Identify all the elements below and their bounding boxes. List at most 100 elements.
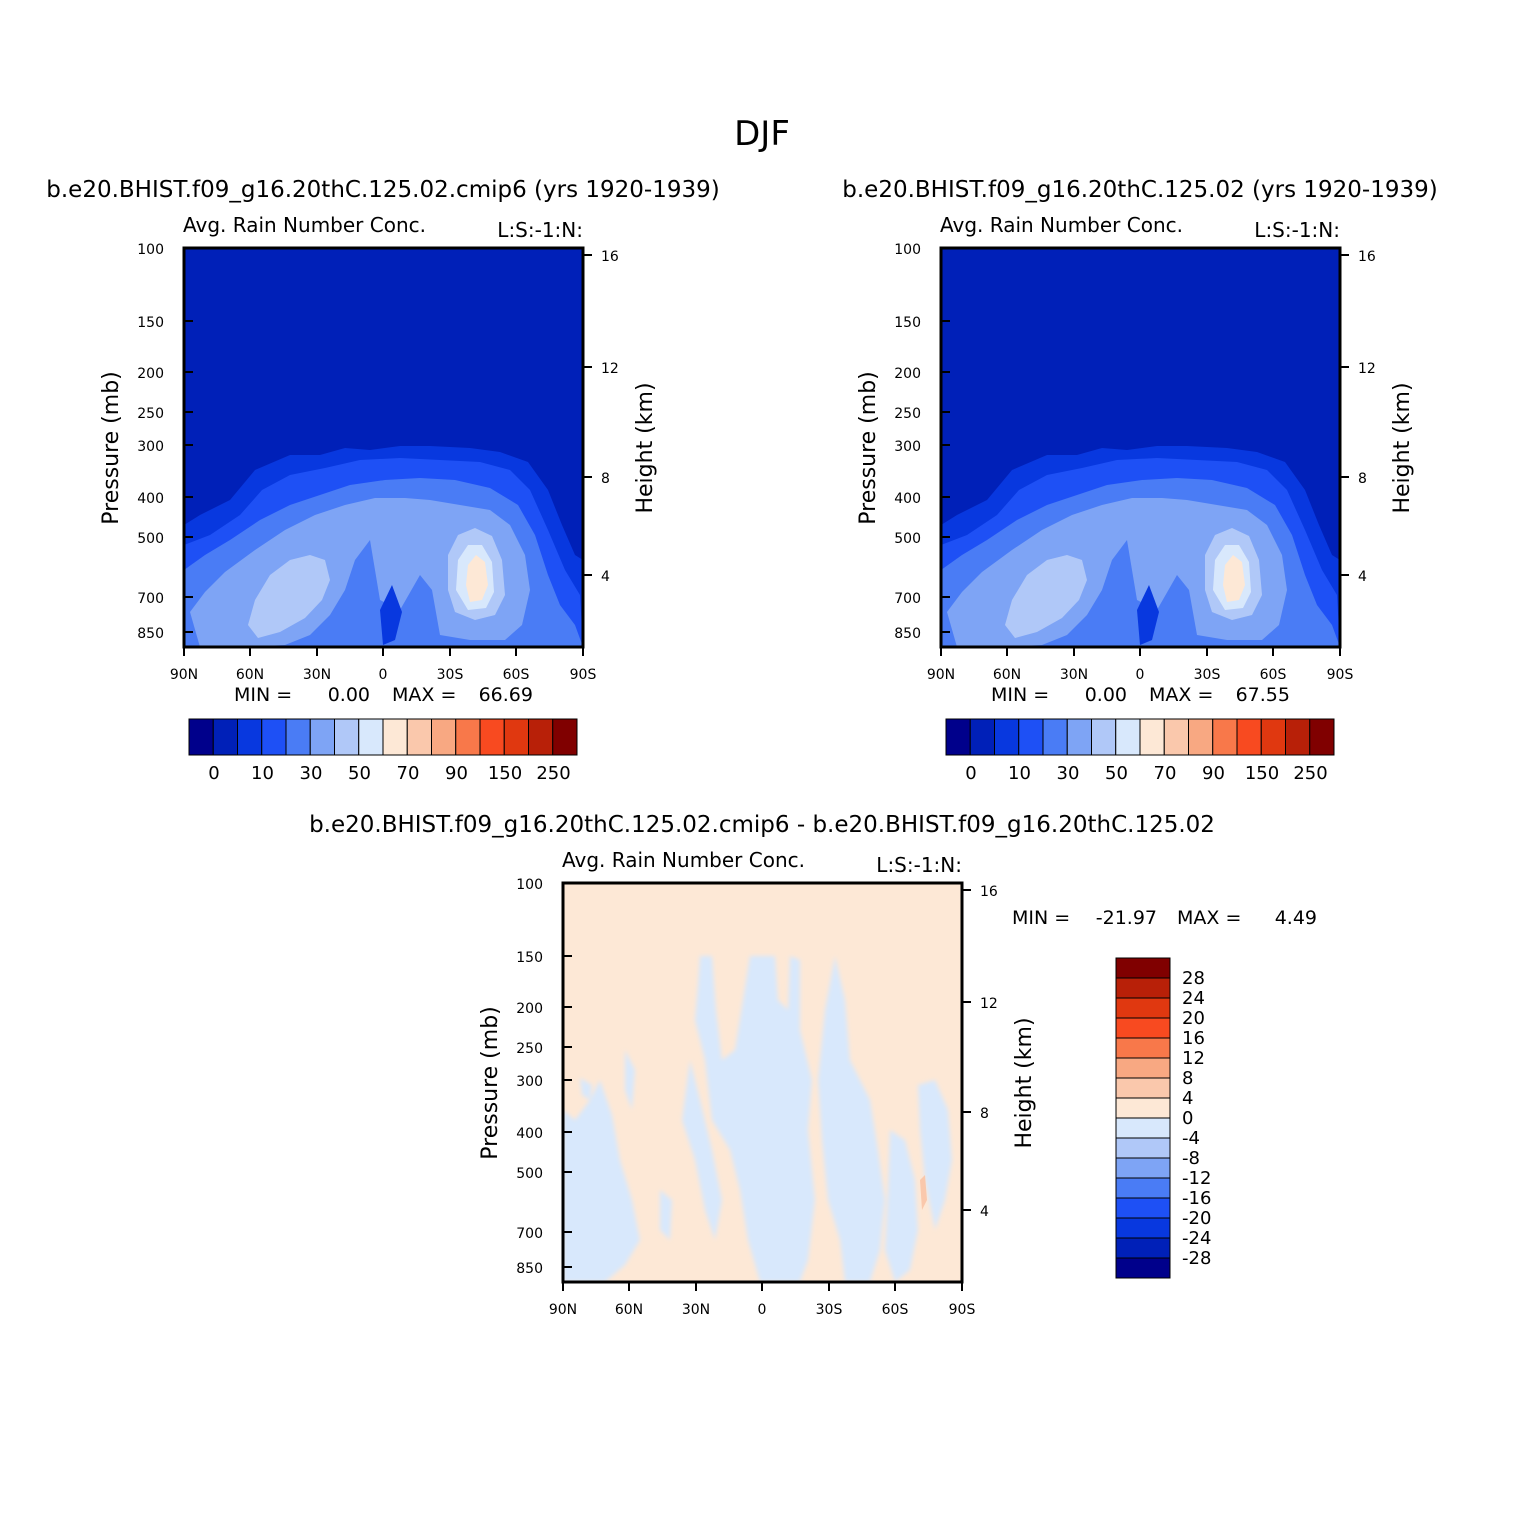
x-tick-label: 60S <box>503 667 530 683</box>
y-tick-label: 200 <box>137 366 164 382</box>
colorbar-label: 0 <box>965 763 976 784</box>
colorbar-box <box>1018 718 1044 756</box>
y-axis-title: Pressure (mb) <box>856 371 881 525</box>
colorbar-box <box>1115 1017 1171 1039</box>
y2-tick-label: 8 <box>1358 471 1367 487</box>
x-tick-label: 90S <box>949 1302 976 1318</box>
colorbar-box <box>969 718 995 756</box>
colorbar-box <box>503 718 529 756</box>
y-tick-label: 300 <box>516 1074 543 1090</box>
y2-tick-label: 12 <box>1358 361 1376 377</box>
contour-level-neg <box>580 1078 592 1100</box>
y2-tick-label: 16 <box>980 884 998 900</box>
colorbar-box <box>1115 718 1141 756</box>
page-title: DJF <box>734 114 790 154</box>
panel-1-contour-field <box>184 248 583 647</box>
y-tick-label: 100 <box>894 242 921 258</box>
contour-level-pos-2 <box>920 1175 927 1210</box>
x-tick-label: 30S <box>1194 667 1221 683</box>
y2-tick-label: 8 <box>601 471 610 487</box>
colorbar-label: 50 <box>1105 763 1128 784</box>
x-tick-label: 90N <box>927 667 955 683</box>
colorbar-box <box>945 718 971 756</box>
x-tick-label: 90N <box>549 1302 577 1318</box>
colorbar-box <box>1115 1037 1171 1059</box>
panel-diff-bottom-axis: 90N 60N 30N 0 30S 60S 90S <box>549 1282 976 1318</box>
panel-2-right-axis: 16 12 8 4 Height (km) <box>1340 249 1415 585</box>
colorbar-box <box>261 718 287 756</box>
y-tick-label: 700 <box>516 1226 543 1242</box>
panel-1-right-axis: 16 12 8 4 Height (km) <box>583 249 658 585</box>
colorbar-label: 150 <box>1245 763 1279 784</box>
max-value: 66.69 <box>479 684 533 706</box>
colorbar-box <box>382 718 408 756</box>
y-tick-label: 850 <box>516 1261 543 1277</box>
colorbar-box <box>1309 718 1335 756</box>
colorbar-label: 0 <box>1182 1108 1193 1129</box>
panel-diff-right-axis: 16 12 8 4 Height (km) <box>962 884 1037 1220</box>
colorbar-label: 250 <box>536 763 570 784</box>
colorbar-label: 90 <box>445 763 468 784</box>
colorbar-box <box>1115 1057 1171 1079</box>
colorbar-box <box>358 718 384 756</box>
colorbar-box <box>1115 1137 1171 1159</box>
contour-level-low <box>1137 585 1159 645</box>
colorbar-label: 70 <box>1154 763 1177 784</box>
panel-2-variable-title: Avg. Rain Number Conc. <box>940 213 1183 237</box>
y-tick-label: 100 <box>137 242 164 258</box>
colorbar-label: 16 <box>1182 1028 1205 1049</box>
colorbar-box <box>1115 977 1171 999</box>
colorbar-box <box>1115 1197 1171 1219</box>
colorbar-label: -8 <box>1182 1148 1200 1169</box>
panel-diff-variable-title: Avg. Rain Number Conc. <box>562 848 805 872</box>
y-tick-label: 400 <box>516 1126 543 1142</box>
panel-1-variable-title: Avg. Rain Number Conc. <box>183 213 426 237</box>
y-tick-label: 400 <box>137 491 164 507</box>
y-tick-label: 250 <box>894 406 921 422</box>
y2-axis-title: Height (km) <box>633 382 658 513</box>
panel-2-case-title: b.e20.BHIST.f09_g16.20thC.125.02 (yrs 19… <box>842 177 1437 203</box>
x-tick-label: 90S <box>570 667 597 683</box>
contour-level-neg <box>625 1050 635 1110</box>
colorbar-box <box>552 718 578 756</box>
x-tick-label: 90N <box>170 667 198 683</box>
panel-diff: b.e20.BHIST.f09_g16.20thC.125.02.cmip6 -… <box>309 812 1317 1318</box>
max-label: MAX = <box>1177 907 1241 929</box>
colorbar-box <box>212 718 238 756</box>
x-tick-label: 30N <box>682 1302 710 1318</box>
y-tick-label: 850 <box>137 626 164 642</box>
colorbar-box <box>406 718 432 756</box>
min-label: MIN = <box>234 684 292 706</box>
x-tick-label: 0 <box>758 1302 767 1318</box>
colorbar-box <box>1139 718 1165 756</box>
y2-tick-label: 4 <box>980 1204 989 1220</box>
colorbar-box <box>1236 718 1262 756</box>
colorbar-box <box>1115 1077 1171 1099</box>
colorbar-box <box>1115 1237 1171 1259</box>
colorbar-label: 30 <box>300 763 323 784</box>
colorbar-label: -20 <box>1182 1208 1211 1229</box>
colorbar-box <box>1115 1157 1171 1179</box>
y-tick-label: 150 <box>516 950 543 966</box>
colorbar-box <box>1115 1177 1171 1199</box>
y-axis-title: Pressure (mb) <box>478 1006 503 1160</box>
y-tick-label: 250 <box>137 406 164 422</box>
colorbar-box <box>309 718 335 756</box>
colorbar-label: 90 <box>1202 763 1225 784</box>
y-tick-label: 100 <box>516 877 543 893</box>
panel-1-stats: MIN = 0.00 MAX = 66.69 <box>234 684 533 706</box>
colorbar-label: 50 <box>348 763 371 784</box>
min-value: 0.00 <box>328 684 370 706</box>
colorbar-label: 28 <box>1182 968 1205 989</box>
y-tick-label: 500 <box>516 1166 543 1182</box>
y-tick-label: 500 <box>894 531 921 547</box>
colorbar-label: 250 <box>1293 763 1327 784</box>
y2-tick-label: 4 <box>601 569 610 585</box>
panel-1: b.e20.BHIST.f09_g16.20thC.125.02.cmip6 (… <box>46 177 719 784</box>
y-tick-label: 150 <box>137 315 164 331</box>
colorbar-box <box>1163 718 1189 756</box>
x-tick-label: 60N <box>993 667 1021 683</box>
contour-level-neg <box>885 1130 918 1282</box>
x-tick-label: 60N <box>615 1302 643 1318</box>
